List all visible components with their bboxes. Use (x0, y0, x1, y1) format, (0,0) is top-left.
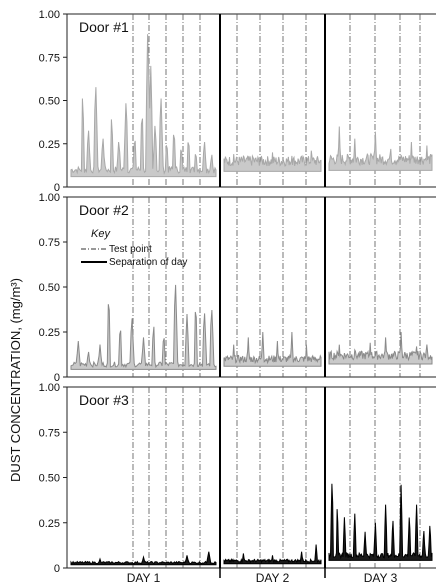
y-tick-label: 0.75 (39, 427, 60, 439)
panel-title: Door #3 (79, 392, 129, 408)
series-trace-day-1 (70, 34, 217, 178)
day-label-2: DAY 2 (256, 571, 290, 585)
series-trace-day-2 (223, 150, 322, 172)
y-tick-label: 0.50 (39, 282, 60, 294)
y-tick-label: 1.00 (39, 382, 60, 394)
panel-title: Door #1 (79, 19, 129, 35)
panel-1: 0 0.25 0.50 0.75 1.00 Door #1 (39, 9, 436, 194)
y-tick-label: 1.00 (39, 9, 60, 21)
series-trace-day-3 (328, 126, 433, 171)
y-tick-label: 0.75 (39, 52, 60, 64)
y-tick-label: 0 (54, 372, 60, 384)
y-tick-label: 0.25 (39, 518, 60, 530)
y-tick-label: 0 (54, 182, 60, 194)
y-tick-label: 0.75 (39, 237, 60, 249)
series-trace-day-1 (70, 284, 217, 370)
y-tick-label: 0.25 (39, 327, 60, 339)
panels-layer: 0 0.25 0.50 0.75 1.00 Door #1 0 0.25 0.50 0.75 1.0… (39, 9, 436, 575)
series-trace-day-1 (70, 551, 217, 566)
legend-label-test-point: Test point (109, 244, 152, 255)
panel-title: Door #2 (79, 202, 129, 218)
legend-title: Key (91, 228, 111, 240)
series-trace-day-2 (223, 331, 322, 367)
day-label-1: DAY 1 (127, 571, 161, 585)
series-trace-day-3 (328, 483, 433, 561)
panel-3: 0 0.25 0.50 0.75 1.00 Door #3 (39, 382, 436, 575)
y-axis-label: DUST CONCENTRATION, (mg/m³) (8, 278, 23, 482)
series-trace-day-2 (223, 544, 322, 565)
day-labels-layer: DAY 1 DAY 2 DAY 3 (127, 568, 398, 585)
y-tick-label: 0.50 (39, 96, 60, 108)
series-trace-day-3 (328, 331, 433, 365)
y-tick-label: 1.00 (39, 192, 60, 204)
day-label-3: DAY 3 (364, 571, 398, 585)
y-tick-label: 0 (54, 563, 60, 575)
y-tick-label: 0.25 (39, 139, 60, 151)
panel-2: 0 0.25 0.50 0.75 1.00 Door #2 Key Test point Sep… (39, 192, 436, 384)
legend-label-separation: Separation of day (109, 257, 187, 268)
legend: Key Test point Separation of day (81, 228, 187, 268)
y-tick-label: 0.50 (39, 473, 60, 485)
